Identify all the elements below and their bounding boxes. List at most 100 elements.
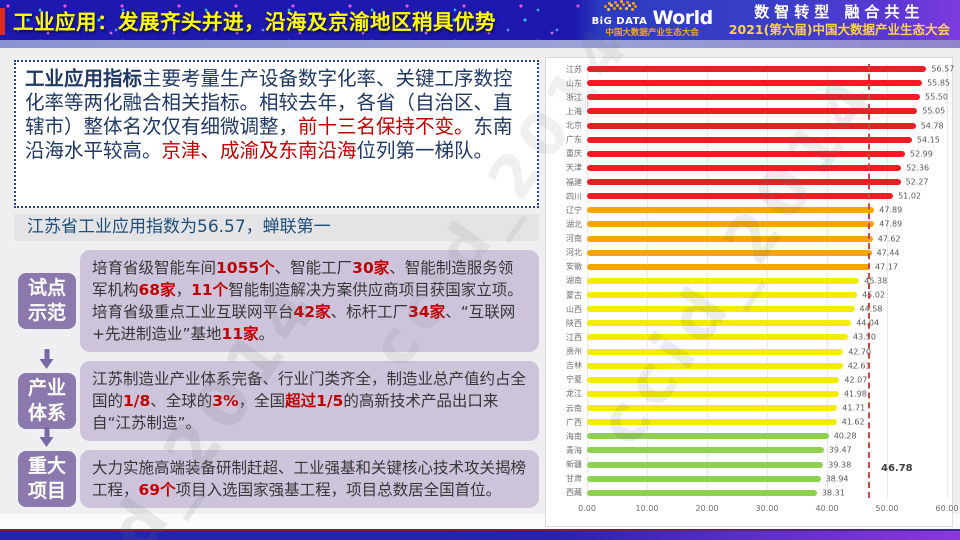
value-label: 42.61 (847, 361, 871, 371)
section-label-projects: 重大 项目 (18, 451, 76, 507)
logo-bigdata-text: BiG DATA (591, 16, 648, 28)
sections: 试点 示范 培育省级智能车间1055个、智能工厂30家、智能制造服务领军机构68… (14, 250, 539, 508)
text-segment: 、“互联网+先进制造业”基地 (92, 303, 516, 343)
bar (587, 489, 817, 496)
footer-accent-line (0, 529, 960, 531)
logo-subtitle: 中国大数据产业生态大会 (605, 28, 699, 39)
bar (587, 179, 901, 186)
text-segment: 、标杆工厂 (330, 303, 409, 321)
event-name: 2021(第六届)中国大数据产业生态大会 (728, 21, 950, 37)
bar-track: 55.85 (587, 76, 950, 90)
chart-row: 龙江 41.98 (549, 387, 952, 401)
category-label: 陕西 (566, 318, 582, 328)
category-label: 广东 (566, 135, 582, 145)
value-label: 52.27 (905, 177, 929, 187)
value-label: 51.02 (898, 191, 921, 201)
text-segment: 培育省级智能车间 (92, 259, 217, 277)
x-tick-label: 40.00 (815, 504, 839, 513)
value-label: 55.50 (925, 92, 948, 102)
bar (587, 164, 902, 171)
bar (587, 94, 920, 101)
text-segment: 前十三名保持不变。 (298, 114, 474, 138)
chart-row: 云南 41.71 (549, 401, 952, 415)
value-label: 55.85 (927, 78, 950, 88)
bar-track: 55.05 (587, 104, 947, 118)
text-segment: 69个 (138, 481, 176, 499)
bar (587, 150, 905, 157)
value-label: 44.58 (859, 304, 883, 314)
bar-track: 42.61 (587, 359, 947, 373)
bar (587, 136, 912, 143)
category-label: 山西 (566, 304, 582, 314)
section-row-industry: 产业 体系 江苏制造业产业体系完备、行业门类齐全，制造业总产值约占全国的1/8、… (14, 349, 539, 441)
chart-row: 湖北 47.89 (549, 217, 952, 231)
bar-track: 54.78 (587, 119, 947, 133)
bar-track: 47.62 (587, 232, 947, 246)
bar-track: 45.38 (587, 274, 947, 288)
text-segment: 3% (212, 392, 239, 410)
text-segment: 。 (258, 325, 275, 343)
x-tick-label: 50.00 (875, 504, 899, 513)
bar (587, 263, 870, 270)
chart-row: 新疆 39.38 (549, 458, 952, 472)
bar-track: 47.89 (587, 217, 947, 231)
value-label: 41.62 (841, 417, 865, 427)
category-label: 安徽 (566, 262, 582, 272)
bar-track: 41.62 (587, 415, 947, 429)
chart-row: 广西 41.62 (549, 415, 952, 429)
footer-bar (0, 531, 960, 540)
chart-row: 江苏 56.57 (549, 62, 954, 76)
category-label: 蒙古 (566, 290, 582, 300)
value-label: 52.36 (906, 163, 930, 173)
text-segment: 京津、成渝及东南沿海 (161, 138, 357, 162)
bar-track: 54.15 (587, 133, 947, 147)
bar (587, 292, 858, 299)
bar (587, 193, 894, 200)
text-segment: 项目入选国家强基工程，项目总数居全国首位。 (175, 481, 502, 499)
value-label: 43.50 (853, 332, 876, 342)
category-label: 四川 (566, 191, 582, 201)
value-label: 42.70 (848, 347, 872, 357)
value-label: 41.98 (843, 389, 867, 399)
bar-track: 39.47 (587, 443, 947, 457)
bar (587, 334, 848, 341)
section-label-pilot: 试点 示范 (18, 273, 76, 329)
bigdata-world-logo: BiG DATA World 中国大数据产业生态大会 (592, 2, 713, 38)
bar-track: 47.17 (587, 260, 947, 274)
bar-track: 51.02 (587, 189, 947, 203)
category-label: 龙江 (566, 389, 582, 399)
bar (587, 66, 927, 73)
section-row-projects: 重大 项目 大力实施高端装备研制赶超、工业强基和关键核心技术攻关揭榜工程，69个… (14, 427, 539, 508)
bar (587, 447, 824, 454)
value-label: 45.02 (862, 290, 885, 300)
page-title: 工业应用：发展齐头并进，沿海及京渝地区稍具优势 (13, 10, 496, 34)
section-content-industry: 江苏制造业产业体系完备、行业门类齐全，制造业总产值约占全国的1/8、全球的3%，… (80, 361, 539, 441)
bar-track: 47.44 (587, 246, 947, 260)
value-label: 38.94 (825, 474, 849, 484)
text-segment: 34家 (408, 303, 446, 321)
value-label: 55.05 (922, 106, 946, 116)
value-label: 42.07 (844, 375, 868, 385)
slogan-block: 数智转型 融合共生 2021(第六届)中国大数据产业生态大会 (729, 3, 950, 37)
chart-row: 江西 43.50 (549, 330, 952, 344)
category-label: 云南 (566, 403, 582, 413)
category-label: 重庆 (566, 149, 582, 159)
value-label: 47.17 (875, 262, 898, 272)
bar (587, 207, 875, 214)
text-segment: 的高新技术产品出口来自“江苏制造”。 (92, 392, 499, 432)
x-axis: 0.00 10.00 20.00 30.00 40.00 50.00 60.00 (578, 500, 958, 516)
x-tick-label: 60.00 (935, 504, 959, 513)
chart-row: 河北 47.44 (549, 246, 952, 260)
chart-row: 浙江 55.50 (549, 90, 952, 104)
slogan-text: 数智转型 融合共生 (754, 2, 925, 21)
value-label: 47.44 (876, 248, 900, 258)
chart-row: 北京 54.78 (549, 119, 952, 133)
bar (587, 433, 829, 440)
down-arrow-icon (39, 347, 55, 371)
bar-track: 42.07 (587, 373, 947, 387)
bar (587, 461, 824, 468)
category-label: 河南 (566, 234, 582, 244)
bar-track: 52.27 (587, 175, 947, 189)
bar (587, 122, 916, 129)
value-label: 44.04 (856, 318, 880, 328)
